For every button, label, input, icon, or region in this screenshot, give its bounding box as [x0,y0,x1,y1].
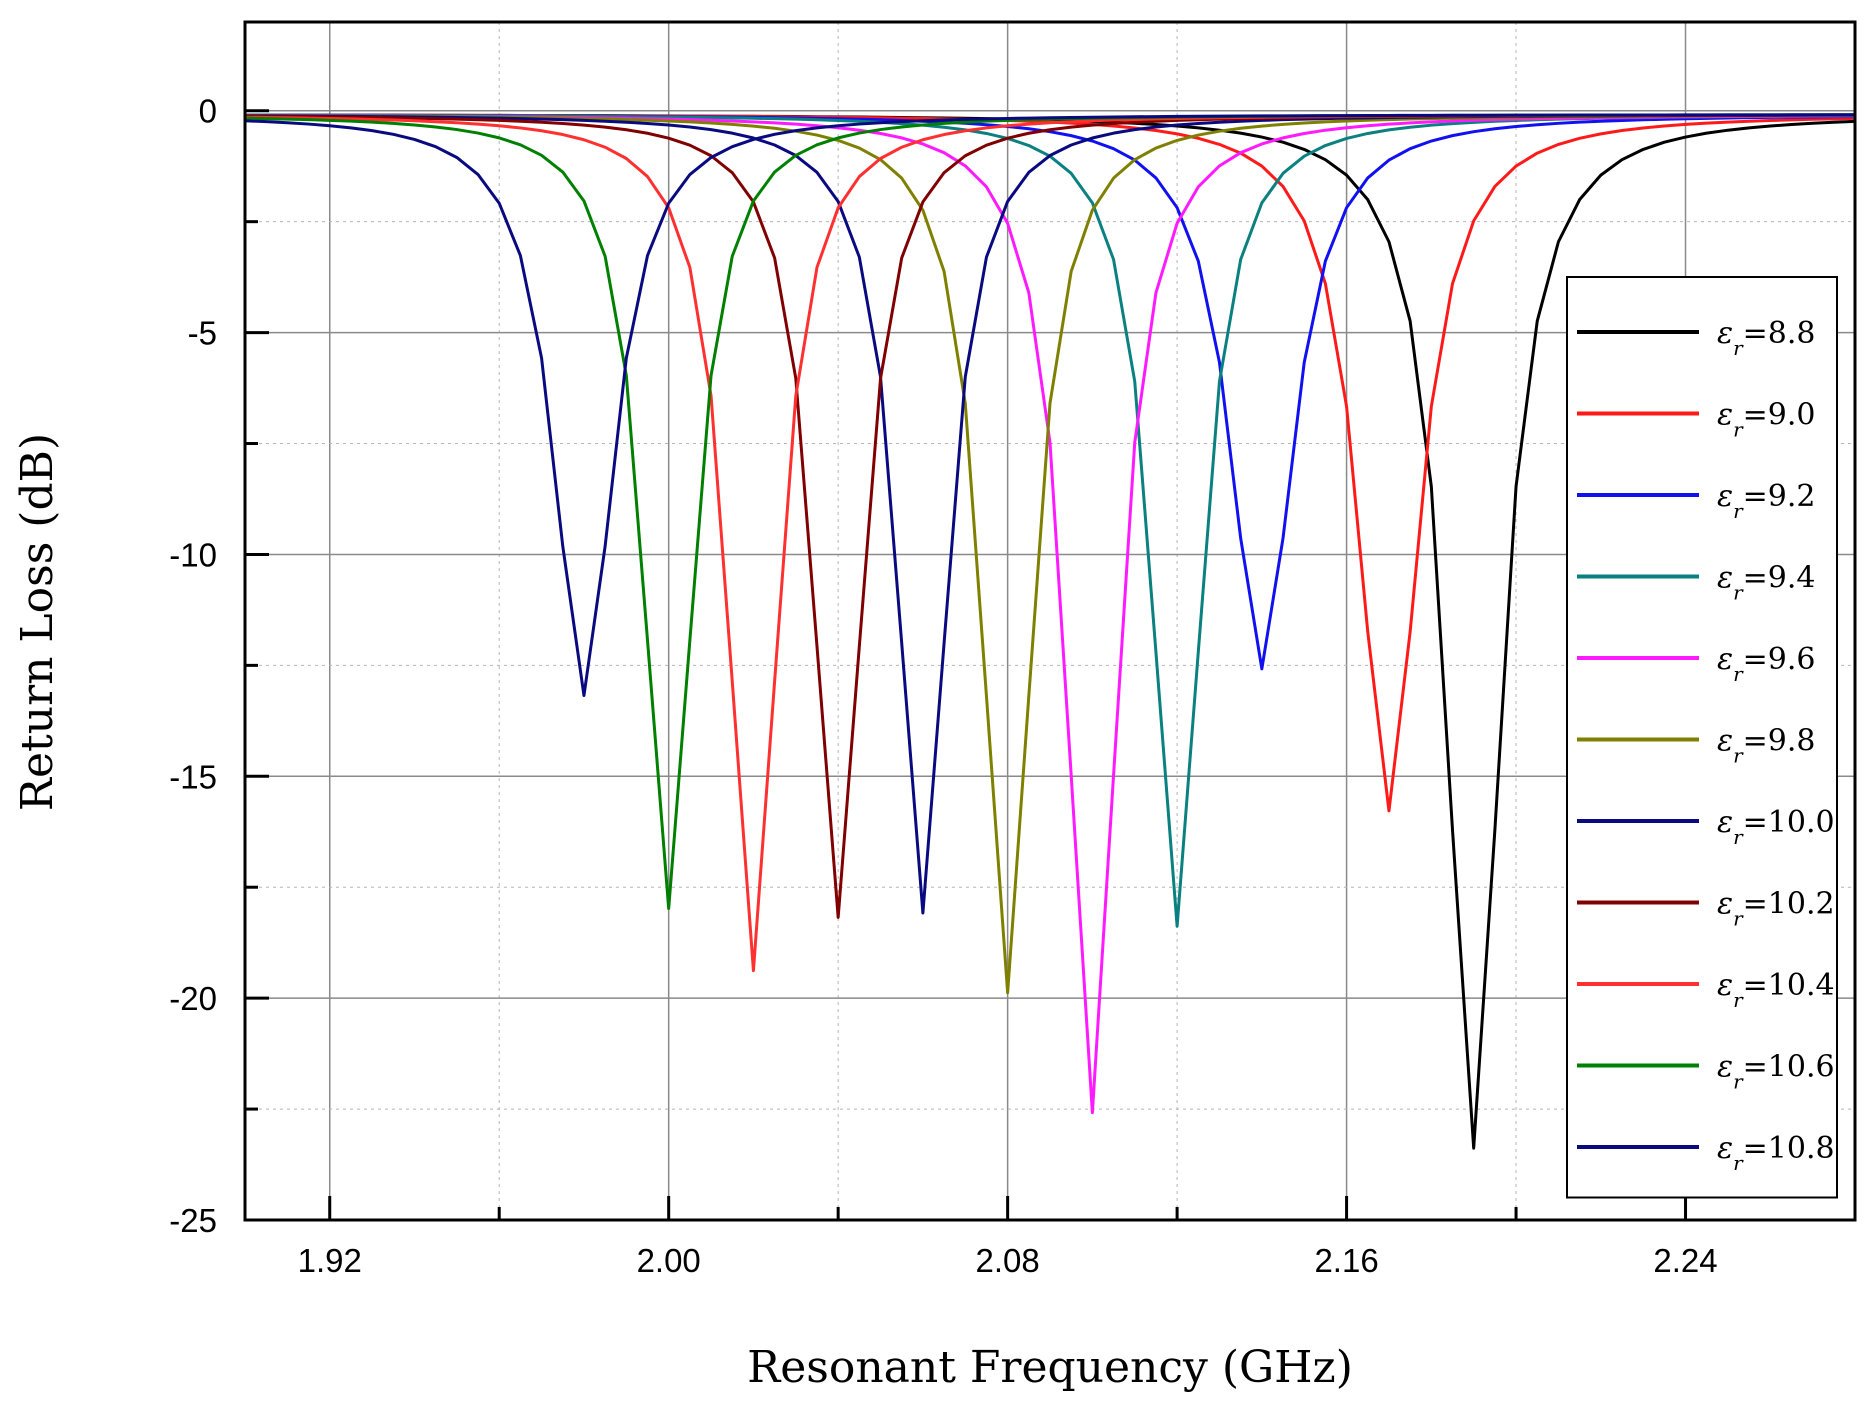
series-layer [244,113,1856,1150]
y-tick-label: 0 [199,93,217,130]
y-tick-label: -20 [169,980,217,1017]
x-tick-label: 2.08 [976,1242,1040,1279]
legend-label: εr=10.4 [1717,968,1835,1012]
tick-layer: 1.92 2.00 2.08 2.16 2.24 0 -5 -10 -15 -20 -25 [169,93,1717,1279]
x-tick-label: 2.16 [1314,1242,1378,1279]
legend-label: εr=9.0 [1717,398,1816,442]
legend-label: εr=10.6 [1717,1050,1835,1094]
plot-frame [243,20,1857,1222]
legend-box [1566,276,1838,1199]
legend-label: εr=8.8 [1717,316,1816,360]
legend-label: εr=10.0 [1717,805,1835,849]
x-axis-title: Resonant Frequency (GHz) [747,1342,1353,1393]
y-tick-label: -10 [169,536,217,573]
x-tick-label: 2.00 [637,1242,701,1279]
x-tick-label: 2.24 [1653,1242,1717,1279]
y-tick-label: -25 [169,1202,217,1239]
x-tick-label: 1.92 [298,1242,362,1279]
series-line [244,113,1856,698]
y-axis-title: Return Loss (dB) [12,433,63,811]
legend-label: εr=9.4 [1717,561,1816,605]
legend: εr=8.8 εr=9.0 εr=9.2 εr=9.4 εr=9.6 εr=9.8 εr=1… [1566,276,1838,1199]
y-tick-label: -5 [188,315,217,352]
legend-label: εr=10.8 [1717,1131,1835,1175]
legend-label: εr=9.6 [1717,642,1816,686]
y-tick-label: -15 [169,758,217,795]
legend-label: εr=10.2 [1717,887,1835,931]
legend-label: εr=9.8 [1717,724,1816,768]
legend-label: εr=9.2 [1717,479,1816,523]
